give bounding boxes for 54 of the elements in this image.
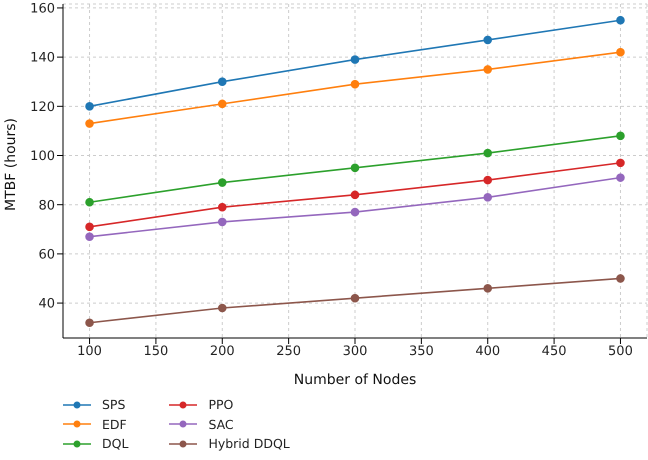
legend-label: EDF	[102, 416, 127, 432]
x-tick-label: 100	[77, 344, 102, 360]
legend-label: SAC	[208, 416, 234, 432]
x-tick-label: 500	[608, 344, 633, 360]
point	[483, 284, 492, 293]
point	[218, 304, 227, 312]
legend-label: SPS	[102, 397, 126, 412]
x-tick-label: 350	[408, 344, 434, 360]
y-tick-label: 120	[30, 100, 55, 115]
point	[85, 102, 94, 111]
point	[616, 158, 625, 168]
x-tick-label: 200	[210, 344, 235, 360]
point	[350, 208, 360, 216]
y-tick-label: 80	[38, 198, 55, 214]
y-tick-label: 100	[30, 149, 55, 164]
point	[350, 190, 360, 200]
y-tick-label: 140	[30, 50, 55, 66]
point	[483, 65, 492, 74]
x-tick-label: 300	[342, 344, 368, 360]
y-axis-title: MTBF (hours)	[2, 118, 19, 211]
point	[85, 232, 94, 241]
point	[218, 77, 227, 86]
legend-label: PPO	[208, 397, 234, 412]
point	[350, 55, 360, 64]
point	[483, 36, 492, 44]
x-tick-label: 450	[542, 344, 567, 360]
point	[350, 164, 360, 172]
legend-label: DQL	[102, 436, 128, 452]
x-tick-label: 250	[276, 344, 302, 360]
point	[85, 222, 94, 232]
point	[218, 218, 227, 226]
point	[483, 193, 492, 202]
x-tick-label: 150	[143, 344, 168, 360]
y-tick-label: 60	[38, 248, 55, 262]
x-tick-label: 400	[475, 344, 500, 360]
y-tick-label: 160	[30, 2, 55, 17]
y-tick-label: 40	[38, 296, 55, 312]
point	[616, 173, 625, 182]
point	[350, 80, 360, 88]
point	[483, 176, 492, 184]
point	[616, 48, 625, 57]
point	[350, 294, 360, 302]
point	[218, 178, 227, 187]
point	[85, 119, 94, 128]
legend-label: Hybrid DDQL	[208, 436, 290, 452]
point	[616, 16, 625, 25]
point	[616, 274, 625, 283]
point	[85, 198, 94, 207]
point	[218, 100, 227, 108]
x-axis-title: Number of Nodes	[294, 372, 416, 388]
point	[85, 318, 94, 328]
point	[483, 148, 492, 158]
point	[218, 202, 227, 212]
point	[616, 132, 625, 140]
